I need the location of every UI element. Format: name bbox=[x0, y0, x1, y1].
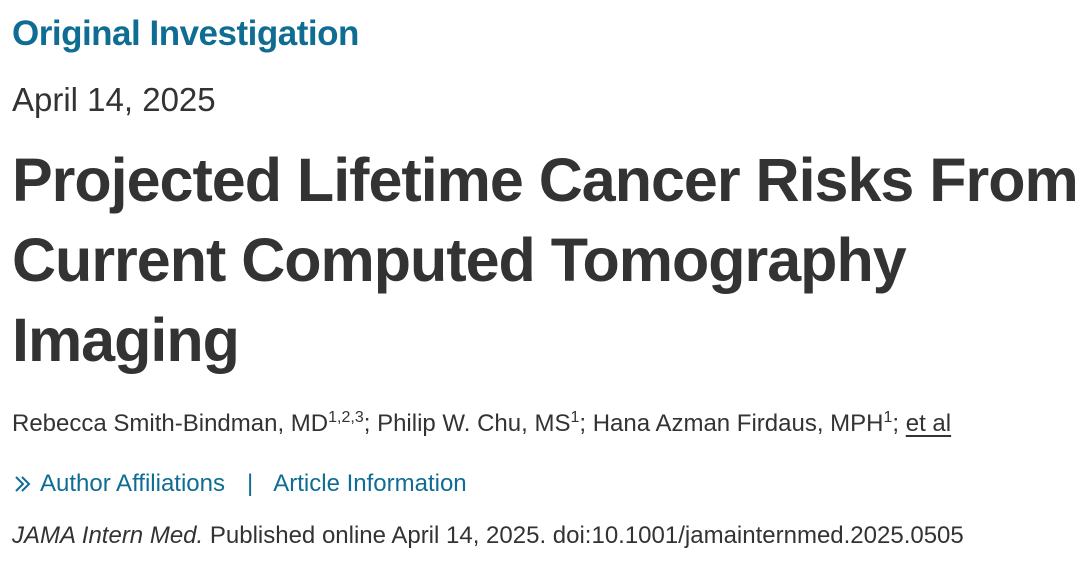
article-type-label[interactable]: Original Investigation bbox=[12, 14, 359, 53]
author-affiliations-label: Author Affiliations bbox=[40, 470, 226, 497]
article-title: Projected Lifetime Cancer Risks From Cur… bbox=[12, 140, 1079, 380]
author-separator: ; bbox=[363, 410, 371, 437]
et-al-link[interactable]: et al bbox=[905, 410, 952, 437]
title-line: Current Computed Tomography bbox=[12, 226, 907, 294]
title-line: Imaging bbox=[12, 306, 240, 374]
author-affiliation-markers: 1,2,3 bbox=[328, 409, 364, 426]
author-name[interactable]: Hana Azman Firdaus, MPH bbox=[592, 410, 884, 437]
author-separator: ; bbox=[579, 410, 587, 437]
author-affiliation-markers: 1 bbox=[883, 409, 893, 426]
author-affiliations-link[interactable]: Author Affiliations bbox=[12, 467, 225, 501]
double-chevron-right-icon bbox=[15, 476, 31, 492]
title-line: Projected Lifetime Cancer Risks From bbox=[12, 146, 1079, 214]
publication-date: April 14, 2025 bbox=[12, 81, 216, 118]
author-separator: ; bbox=[892, 410, 900, 437]
article-information-link[interactable]: Article Information bbox=[273, 470, 467, 497]
author-name[interactable]: Rebecca Smith-Bindman, MD bbox=[12, 410, 329, 437]
article-info-links: Author Affiliations | Article Informatio… bbox=[12, 467, 467, 501]
citation-details: Published online April 14, 2025. doi:10.… bbox=[209, 522, 964, 549]
link-separator: | bbox=[247, 470, 254, 497]
journal-abbreviation: JAMA Intern Med. bbox=[12, 522, 204, 549]
citation-line: JAMA Intern Med. Published online April … bbox=[12, 519, 964, 553]
author-name[interactable]: Philip W. Chu, MS bbox=[377, 410, 571, 437]
author-affiliation-markers: 1 bbox=[570, 409, 580, 426]
author-list: Rebecca Smith-Bindman, MD1,2,3; Philip W… bbox=[12, 407, 951, 441]
